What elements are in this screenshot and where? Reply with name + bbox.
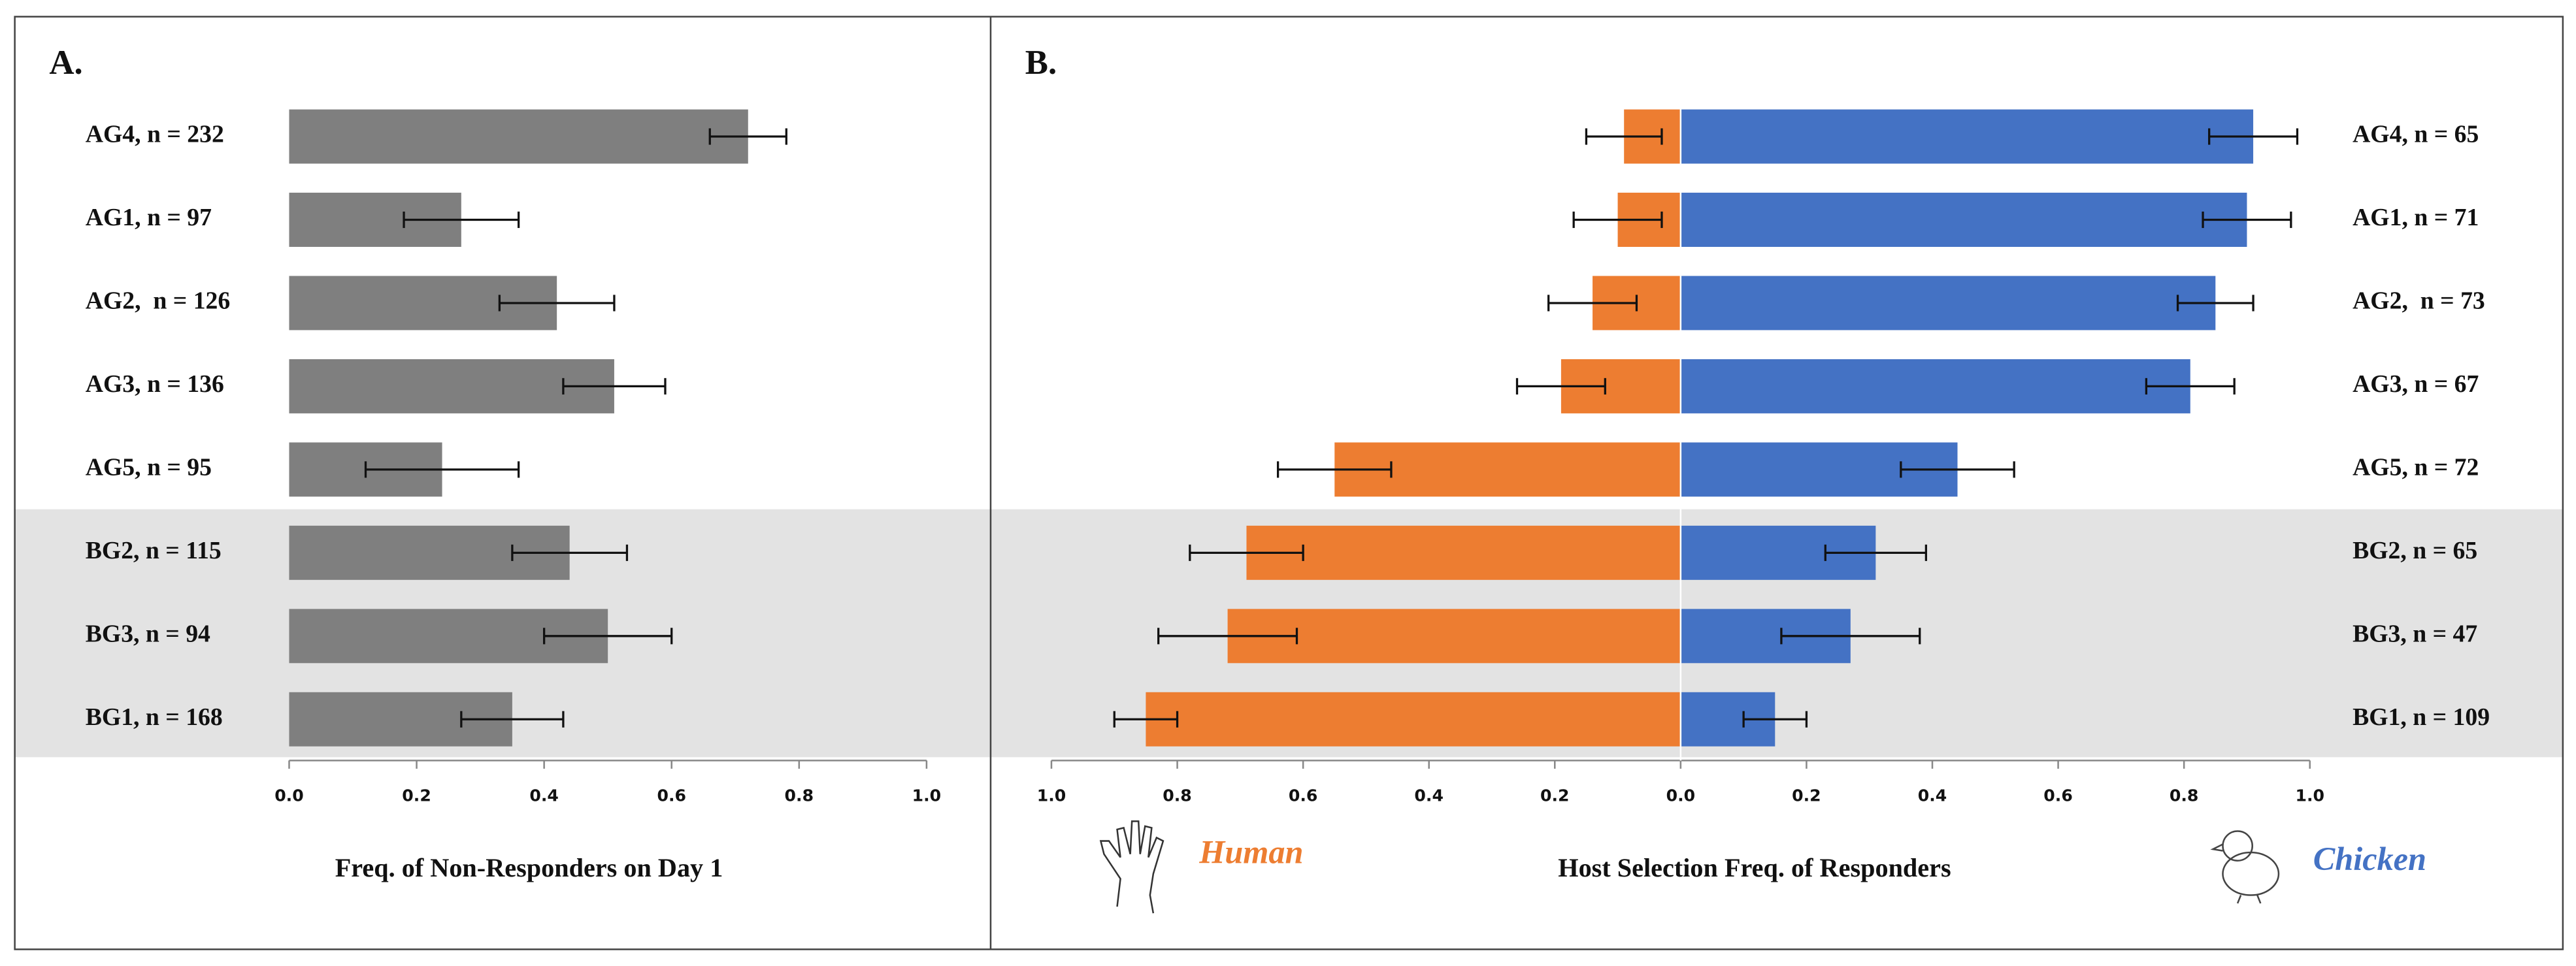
x-axis-title: Freq. of Non-Responders on Day 1 xyxy=(335,853,723,882)
x-tick-label: 0.0 xyxy=(1666,786,1696,805)
category-label: AG2, n = 126 xyxy=(86,287,231,315)
bar xyxy=(1227,609,1681,664)
frame xyxy=(14,16,2564,950)
x-tick-label: 1.0 xyxy=(2295,786,2324,805)
error-bar xyxy=(1780,628,1921,645)
category-label: BG3, n = 94 xyxy=(86,620,210,647)
error-bar xyxy=(2145,378,2236,394)
bar xyxy=(289,359,614,413)
x-tick-label: 0.2 xyxy=(1540,786,1570,805)
bar xyxy=(1680,193,2247,247)
error-bar xyxy=(403,211,520,229)
error-bar xyxy=(1900,461,2015,478)
error-bar xyxy=(1585,128,1663,145)
category-label: AG5, n = 95 xyxy=(86,454,212,481)
error-bar xyxy=(1189,544,1304,561)
category-label: AG4, n = 65 xyxy=(2353,121,2479,148)
x-tick-label: 0.8 xyxy=(785,786,814,805)
error-bar xyxy=(543,628,673,645)
x-tick-label: 0.2 xyxy=(402,786,431,805)
x-tick-label: 0.6 xyxy=(1289,786,1318,805)
bar xyxy=(1680,276,2216,330)
category-label: BG1, n = 109 xyxy=(2353,703,2490,731)
x-tick-label: 0.0 xyxy=(274,786,304,805)
x-axis-title: Host Selection Freq. of Responders xyxy=(1558,853,1951,882)
error-bar xyxy=(1113,711,1179,728)
error-bar xyxy=(1276,461,1393,478)
error-bar xyxy=(1572,211,1663,229)
error-bar xyxy=(708,128,787,145)
x-tick-label: 0.6 xyxy=(2043,786,2073,805)
category-label: AG4, n = 232 xyxy=(86,121,224,148)
category-label: BG1, n = 168 xyxy=(86,703,223,731)
error-bar xyxy=(1515,378,1606,394)
error-bar xyxy=(1824,544,1928,561)
hand-icon xyxy=(1099,820,1164,914)
x-tick-label: 0.8 xyxy=(1163,786,1192,805)
category-label: BG3, n = 47 xyxy=(2353,620,2477,647)
x-tick-label: 0.2 xyxy=(1792,786,1821,805)
category-label: AG3, n = 67 xyxy=(2353,370,2479,398)
category-label: AG1, n = 97 xyxy=(86,204,212,231)
error-bar xyxy=(1742,711,1808,728)
category-label: AG1, n = 71 xyxy=(2353,204,2479,231)
bar xyxy=(289,109,748,164)
x-tick-label: 0.4 xyxy=(1918,786,1947,805)
bar xyxy=(1146,692,1681,747)
error-bar xyxy=(364,461,520,478)
error-bar xyxy=(460,711,565,728)
panel-label: A. xyxy=(49,44,82,82)
chick-icon xyxy=(2210,830,2280,904)
error-bar xyxy=(2202,211,2292,229)
legend-label: Chicken xyxy=(2313,841,2426,877)
x-tick-label: 0.4 xyxy=(529,786,559,805)
category-label: AG5, n = 72 xyxy=(2353,454,2479,481)
error-bar xyxy=(562,378,667,394)
category-label: AG2, n = 73 xyxy=(2353,287,2485,315)
x-tick-label: 0.8 xyxy=(2170,786,2199,805)
error-bar xyxy=(2176,295,2254,312)
category-label: BG2, n = 115 xyxy=(86,537,222,564)
error-bar xyxy=(498,295,616,312)
x-tick-label: 1.0 xyxy=(912,786,942,805)
bar xyxy=(1680,109,2254,164)
legend-label: Human xyxy=(1198,834,1303,871)
bar xyxy=(1680,359,2190,413)
category-label: AG3, n = 136 xyxy=(86,370,224,398)
x-tick-label: 1.0 xyxy=(1037,786,1066,805)
panel-label: B. xyxy=(1025,44,1057,82)
bar xyxy=(1246,525,1681,580)
error-bar xyxy=(511,544,629,561)
error-bar xyxy=(1547,295,1638,312)
x-tick-label: 0.6 xyxy=(657,786,686,805)
error-bar xyxy=(2208,128,2299,145)
category-label: BG2, n = 65 xyxy=(2353,537,2477,564)
error-bar xyxy=(1157,628,1298,645)
x-tick-label: 0.4 xyxy=(1414,786,1444,805)
